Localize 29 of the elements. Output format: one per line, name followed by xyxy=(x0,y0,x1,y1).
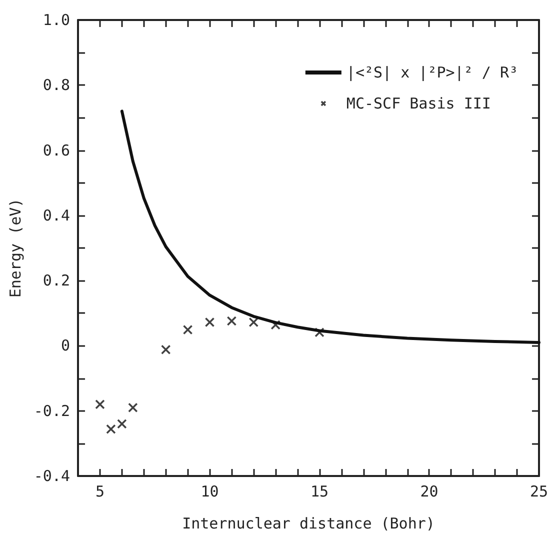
point xyxy=(270,320,280,330)
x-axis-title: Internuclear distance (Bohr) xyxy=(182,514,435,532)
y-axis-title: Energy (eV) xyxy=(6,198,24,298)
point xyxy=(128,402,138,412)
y-tick-label: 0.8 xyxy=(42,76,70,94)
x-tick-label: 20 xyxy=(420,482,438,500)
point xyxy=(95,399,105,410)
point xyxy=(248,317,259,328)
point xyxy=(117,418,127,429)
point xyxy=(226,316,237,326)
legend-label: |<²S| x |²P>|² / R³ xyxy=(346,64,518,82)
point xyxy=(182,324,193,335)
y-tick-label: 1.0 xyxy=(42,11,70,29)
y-tick-label: -0.4 xyxy=(34,467,70,485)
point xyxy=(160,344,171,355)
y-tick-label: 0 xyxy=(60,336,70,355)
y-tick-label: -0.2 xyxy=(34,402,70,420)
point xyxy=(204,317,215,328)
x-tick-label: 25 xyxy=(530,482,548,500)
x-tick-label: 15 xyxy=(310,482,329,500)
y-tick-label: 0.6 xyxy=(42,141,70,160)
point xyxy=(314,327,324,338)
y-tick-label: 0.4 xyxy=(42,206,70,224)
legend-label: MC-SCF Basis III xyxy=(346,94,491,112)
y-tick-label: 0.2 xyxy=(42,272,70,290)
point xyxy=(106,424,116,434)
line-series xyxy=(120,110,540,344)
x-tick-label: 5 xyxy=(95,482,104,500)
x-tick-label: 10 xyxy=(200,482,219,500)
